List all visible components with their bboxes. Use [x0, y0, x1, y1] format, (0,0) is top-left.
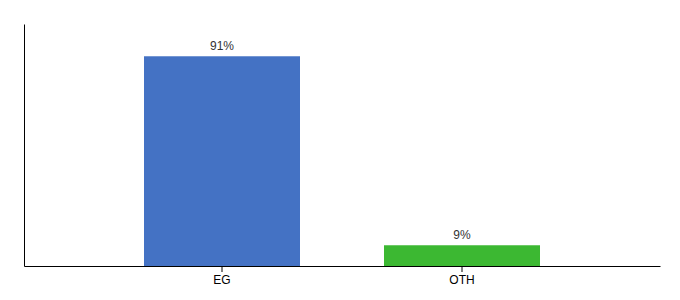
chart: EG OTH 91% 9%	[0, 0, 680, 300]
y-axis	[24, 25, 25, 267]
x-tick-label: EG	[213, 273, 230, 287]
y-axis-line	[24, 25, 25, 267]
data-label: 9%	[453, 228, 471, 242]
x-axis: EG OTH	[25, 266, 661, 287]
data-labels: 91% 9%	[210, 39, 471, 242]
bars	[144, 56, 540, 266]
x-axis-line	[25, 266, 661, 267]
bar	[384, 245, 540, 266]
x-tick-label: OTH	[449, 273, 474, 287]
x-tick: OTH	[449, 266, 474, 287]
x-tick-mark	[462, 266, 463, 272]
x-tick-mark	[222, 266, 223, 272]
x-tick: EG	[213, 266, 230, 287]
plot: EG OTH 91% 9%	[25, 25, 661, 287]
data-label: 91%	[210, 39, 234, 53]
bar	[144, 56, 300, 266]
